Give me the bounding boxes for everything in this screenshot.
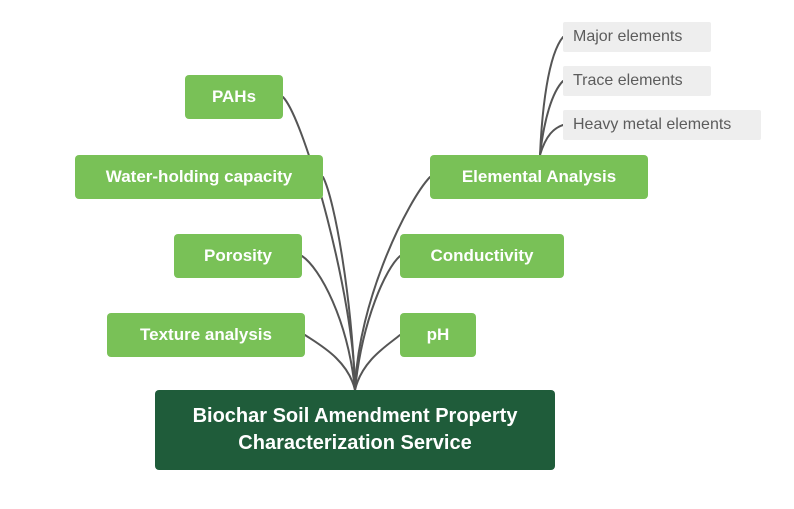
branch-texture-analysis: Texture analysis [107,313,305,357]
diagram-canvas: { "diagram": { "type": "tree", "canvas":… [0,0,794,509]
branch-label: PAHs [212,87,256,107]
leaf-label: Heavy metal elements [573,116,731,134]
branch-label: Porosity [204,246,272,266]
branch-label: Texture analysis [140,325,272,345]
leaf-label: Major elements [573,28,682,46]
branch-label: Water-holding capacity [106,167,292,187]
branch-label: Conductivity [431,246,534,266]
root-label: Biochar Soil Amendment Property Characte… [179,403,531,457]
branch-label: pH [427,325,450,345]
branch-elemental-analysis: Elemental Analysis [430,155,648,199]
leaf-label: Trace elements [573,72,683,90]
branch-porosity: Porosity [174,234,302,278]
branch-conductivity: Conductivity [400,234,564,278]
branch-water-holding-capacity: Water-holding capacity [75,155,323,199]
leaf-trace-elements: Trace elements [563,66,711,96]
leaf-major-elements: Major elements [563,22,711,52]
branch-ph: pH [400,313,476,357]
branch-pahs: PAHs [185,75,283,119]
leaf-heavy-metal-elements: Heavy metal elements [563,110,761,140]
branch-label: Elemental Analysis [462,167,616,187]
root-node: Biochar Soil Amendment Property Characte… [155,390,555,470]
